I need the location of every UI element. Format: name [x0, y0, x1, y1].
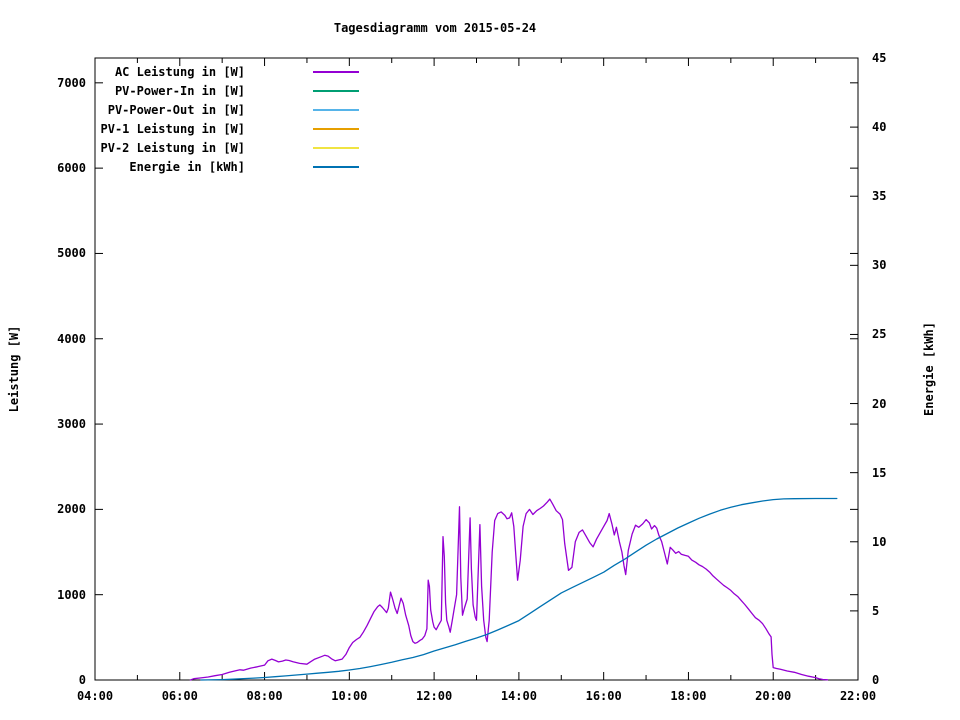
- legend-row: PV-Power-In in [W]: [95, 81, 359, 100]
- legend-row: AC Leistung in [W]: [95, 62, 359, 81]
- y-tick-label-left: 0: [78, 673, 86, 687]
- y-tick-label-right: 15: [872, 465, 887, 480]
- x-tick-label: 12:00: [416, 689, 453, 703]
- legend-row: PV-2 Leistung in [W]: [95, 138, 359, 157]
- ac-power-line: [189, 498, 829, 681]
- x-tick-label: 16:00: [585, 689, 622, 703]
- x-tick-label: 18:00: [670, 689, 707, 703]
- x-tick-label: 22:00: [839, 689, 877, 703]
- legend-line-swatch: [313, 108, 359, 111]
- chart-title: Tagesdiagramm vom 2015-05-24: [333, 21, 537, 35]
- x-tick-label: 08:00: [246, 689, 283, 703]
- y-tick-label-left: 5000: [57, 246, 86, 261]
- x-tick-label: 04:00: [76, 689, 114, 703]
- legend: AC Leistung in [W] PV-Power-In in [W] PV-P…: [95, 62, 359, 176]
- legend-line-swatch: [313, 127, 359, 130]
- y-tick-label-right: 35: [872, 189, 887, 204]
- y-tick-label-left: 1000: [57, 587, 86, 602]
- legend-label: PV-Power-In in [W]: [114, 83, 245, 98]
- legend-line-swatch: [313, 146, 359, 149]
- x-tick-label: 14:00: [500, 689, 537, 703]
- x-tick-label: 06:00: [161, 689, 198, 703]
- legend-label: PV-Power-Out in [W]: [107, 102, 245, 117]
- legend-label: AC Leistung in [W]: [114, 64, 245, 79]
- y-tick-label-right: 30: [872, 258, 887, 273]
- legend-label: Energie in [kWh]: [129, 159, 245, 174]
- legend-row: Energie in [kWh]: [95, 157, 359, 176]
- legend-label: PV-2 Leistung in [W]: [100, 140, 246, 155]
- y-tick-label-right: 20: [872, 396, 887, 411]
- y-tick-label-right: 40: [872, 120, 887, 135]
- y-tick-label-left: 7000: [57, 75, 86, 90]
- legend-line-swatch: [313, 70, 359, 73]
- legend-line-swatch: [313, 89, 359, 92]
- y-tick-label-right: 5: [872, 603, 880, 618]
- y-tick-label-left: 3000: [57, 417, 86, 432]
- y-tick-label-right: 0: [872, 673, 880, 687]
- y-tick-label-right: 25: [872, 327, 887, 342]
- y-tick-label-left: 4000: [57, 331, 86, 346]
- legend-row: PV-Power-Out in [W]: [95, 100, 359, 119]
- legend-line-swatch: [313, 165, 359, 168]
- legend-label: PV-1 Leistung in [W]: [100, 121, 246, 136]
- x-tick-label: 10:00: [331, 689, 368, 703]
- x-tick-label: 20:00: [755, 689, 792, 703]
- y-tick-label-right: 45: [872, 51, 887, 65]
- y-tick-label-left: 6000: [57, 161, 86, 176]
- y-tick-label-left: 2000: [57, 502, 86, 517]
- legend-row: PV-1 Leistung in [W]: [95, 119, 359, 138]
- energy-line: [200, 497, 838, 681]
- y-tick-label-right: 10: [872, 534, 887, 549]
